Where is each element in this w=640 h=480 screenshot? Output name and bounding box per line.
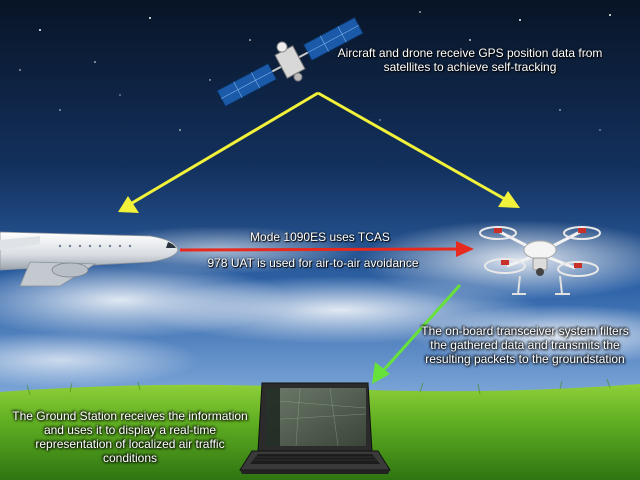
transceiver-caption: The on-board transceiver system filters … [421, 324, 629, 366]
quadcopter-drone-icon [479, 226, 601, 295]
gps-arrowhead-aircraft [118, 196, 139, 213]
gps-arrowhead-drone [498, 191, 520, 208]
grass-blades [26, 378, 611, 396]
satellite-caption: Aircraft and drone receive GPS position … [337, 46, 603, 74]
mode-1090-label: Mode 1090ES uses TCAS [250, 230, 390, 244]
gps-arrow-to-aircraft [126, 91, 319, 208]
laptop-ground-station-icon [239, 382, 391, 474]
downlink-arrowhead [372, 362, 390, 384]
transponder-arrowhead [456, 241, 474, 257]
uat-978-label: 978 UAT is used for air-to-air avoidance [207, 256, 419, 270]
satellite-icon [216, 16, 364, 108]
downlink-arrow [380, 283, 462, 374]
transponder-arrow [179, 247, 461, 252]
gps-arrows [118, 91, 520, 213]
gps-arrow-to-drone [317, 91, 511, 204]
ground-station-caption: The Ground Station receives the informat… [12, 409, 248, 465]
airliner-icon [0, 231, 179, 287]
